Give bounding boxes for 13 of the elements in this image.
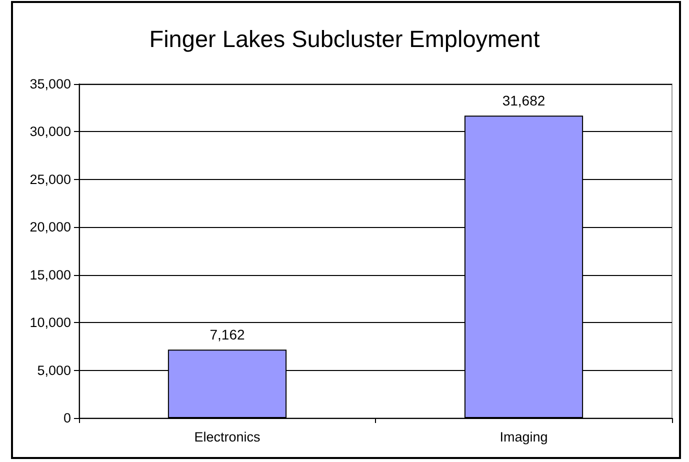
y-tick-label: 35,000	[30, 76, 71, 92]
y-tick-label: 30,000	[30, 124, 71, 140]
data-label: 31,682	[502, 92, 546, 109]
y-tick-label: 15,000	[30, 267, 71, 282]
data-label: 7,162	[210, 326, 245, 343]
y-tick-label: 5,000	[37, 362, 71, 378]
y-tick-label: 25,000	[30, 172, 71, 187]
x-tick-label: Electronics	[194, 430, 261, 444]
chart-title: Finger Lakes Subcluster Employment	[149, 26, 540, 52]
y-tick-label: 20,000	[30, 220, 71, 235]
x-tick-label: Imaging	[500, 430, 548, 444]
y-tick-label: 10,000	[30, 315, 71, 330]
y-tick-label: 0	[63, 410, 71, 426]
